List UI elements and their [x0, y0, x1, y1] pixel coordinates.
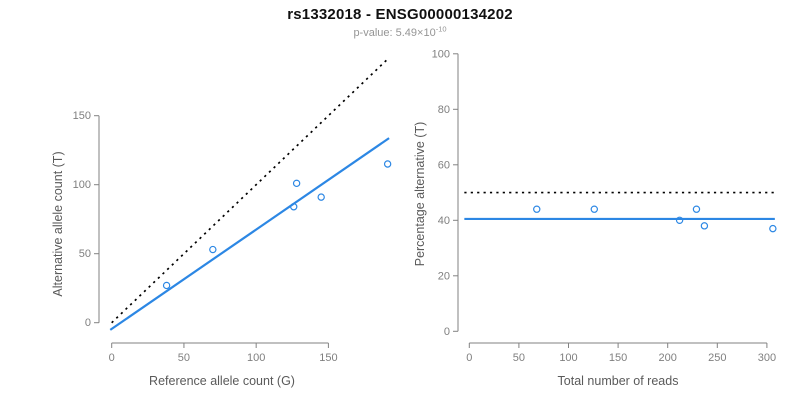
- data-point: [383, 160, 392, 168]
- data-point: [290, 203, 298, 211]
- x-axis-title: Total number of reads: [558, 374, 679, 388]
- x-tick-label: 150: [319, 352, 337, 364]
- data-point: [675, 216, 684, 224]
- x-tick-label: 0: [109, 352, 115, 364]
- data-point: [533, 205, 541, 213]
- x-tick-label: 50: [178, 352, 190, 364]
- y-axis-title: Percentage alternative (T): [413, 122, 427, 267]
- y-tick-label: 100: [73, 179, 91, 191]
- figure-subtitle: p-value: 5.49×10-10: [0, 24, 800, 39]
- y-tick-label: 50: [79, 248, 91, 260]
- y-tick-label: 20: [438, 270, 450, 282]
- x-tick-label: 200: [659, 352, 677, 364]
- identity-line: [111, 57, 390, 324]
- x-axis-title: Reference allele count (G): [149, 374, 295, 388]
- y-tick-label: 80: [438, 104, 450, 116]
- x-tick-label: 0: [466, 352, 472, 364]
- data-point: [209, 245, 217, 254]
- data-point: [317, 193, 325, 201]
- data-point: [692, 205, 701, 213]
- y-tick-label: 0: [85, 317, 91, 329]
- data-point: [700, 222, 709, 230]
- x-tick-label: 50: [513, 352, 525, 364]
- data-point: [292, 179, 301, 188]
- pvalue-exponent: -10: [435, 24, 447, 34]
- y-tick-label: 150: [73, 110, 91, 122]
- y-tick-label: 60: [438, 159, 450, 171]
- x-tick-label: 150: [609, 352, 627, 364]
- x-tick-label: 300: [758, 352, 776, 364]
- fit-line: [109, 137, 390, 331]
- y-tick-label: 40: [438, 215, 450, 227]
- pvalue-text: p-value: 5.49×10: [353, 27, 436, 39]
- x-tick-label: 100: [559, 352, 577, 364]
- data-point: [162, 281, 171, 290]
- x-tick-label: 100: [247, 352, 265, 364]
- data-point: [590, 205, 598, 213]
- y-tick-label: 0: [444, 326, 450, 338]
- y-axis-title: Alternative allele count (T): [51, 151, 65, 296]
- data-point: [769, 224, 777, 233]
- x-tick-label: 250: [708, 352, 726, 364]
- y-tick-label: 100: [432, 48, 450, 60]
- figure-title: rs1332018 - ENSG00000134202: [287, 6, 513, 23]
